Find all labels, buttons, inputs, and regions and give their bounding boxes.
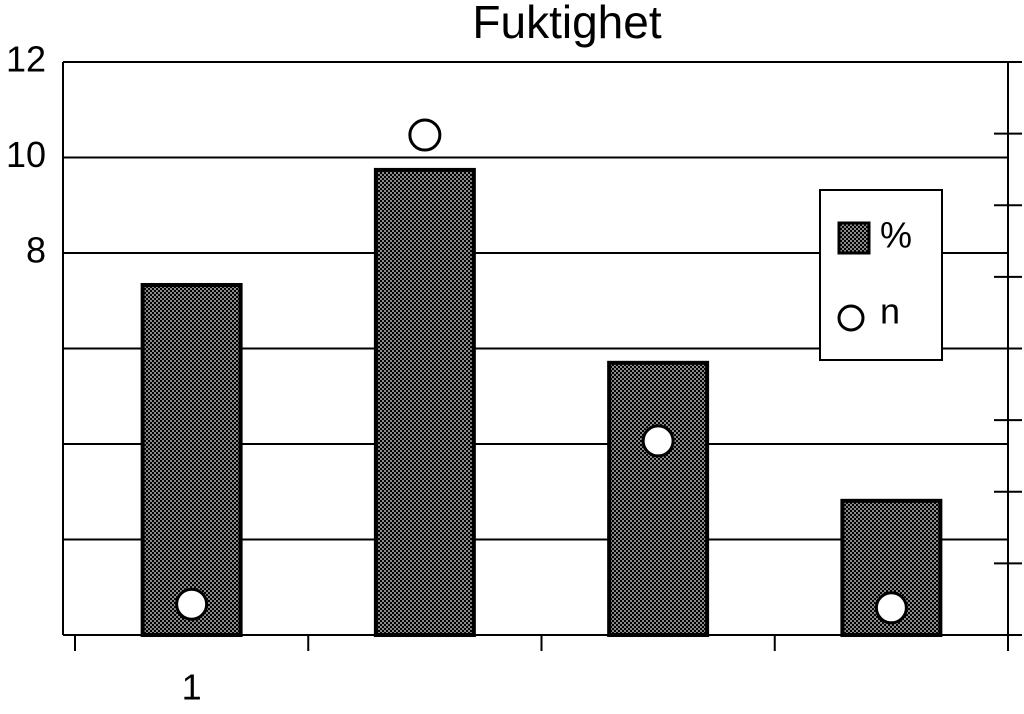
point: [175, 587, 209, 621]
chart-title: Fuktighet: [472, 0, 661, 48]
legend-label: n: [880, 291, 900, 332]
y-tick-label: 10: [6, 134, 46, 175]
y-tick-label: 12: [6, 39, 46, 80]
legend-box: [819, 189, 943, 361]
bar: [373, 167, 476, 637]
legend-label: %: [880, 215, 912, 256]
point: [641, 424, 675, 458]
bar: [140, 282, 243, 637]
y-tick-label: 8: [26, 230, 46, 271]
legend-marker: [837, 304, 865, 332]
point: [408, 118, 442, 152]
point: [874, 591, 908, 625]
x-tick-label: 1: [182, 667, 202, 708]
legend-swatch: [837, 221, 871, 255]
bar: [607, 360, 710, 637]
